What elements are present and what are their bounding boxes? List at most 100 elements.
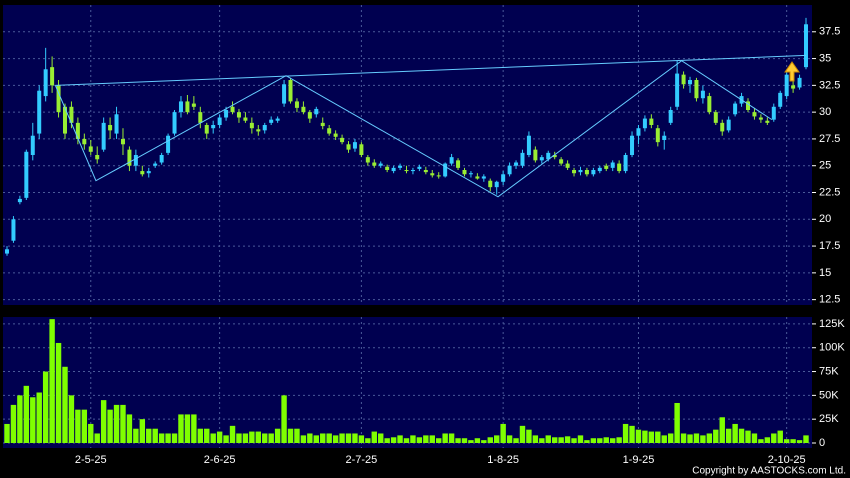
volume-bar [461, 438, 468, 443]
candle-body [430, 173, 435, 176]
candle-body [327, 128, 332, 134]
candle-body [30, 135, 35, 155]
candle-body [146, 171, 151, 174]
candle-body [314, 108, 319, 115]
candle-body [456, 160, 461, 168]
candle-body [726, 119, 731, 131]
volume-bar [339, 433, 345, 443]
volume-bar [745, 430, 751, 443]
candle-body [784, 74, 789, 97]
volume-bar [146, 428, 152, 443]
volume-bar [320, 433, 326, 443]
volume-bar [242, 433, 249, 443]
volume-bar [378, 433, 384, 443]
volume-bar [571, 438, 577, 443]
volume-bar [42, 371, 49, 443]
candle-body [56, 85, 61, 113]
candle-body [166, 135, 171, 153]
candle-body [172, 112, 177, 134]
candle-body [630, 135, 635, 155]
volume-bar [655, 431, 661, 443]
candle-body [688, 80, 693, 85]
candle-body [623, 155, 628, 172]
y-tick-label: 15 [819, 267, 831, 279]
candle-body [765, 120, 770, 123]
volume-bar [751, 433, 758, 443]
volume-bar [642, 430, 648, 443]
volume-bar [152, 428, 158, 443]
volume-bar [371, 431, 377, 443]
volume-bar [300, 435, 307, 443]
candle-body [559, 159, 564, 164]
candle-body [610, 162, 615, 168]
volume-bar [126, 414, 133, 443]
volume-bar [139, 419, 146, 443]
candle-body [198, 112, 203, 123]
volume-bar [229, 425, 236, 443]
candle-body [649, 118, 654, 125]
volume-bar [597, 438, 603, 443]
volume-bar [68, 395, 75, 443]
candle-body [288, 80, 293, 102]
candle-body [520, 152, 525, 166]
volume-bar [609, 438, 616, 443]
candle-body [758, 117, 763, 120]
candle-body [668, 110, 673, 123]
volume-bar [268, 433, 274, 443]
volume-bar [494, 435, 500, 443]
candle-body [617, 163, 622, 172]
candle-body [572, 170, 577, 174]
y-tick-label: 27.5 [819, 133, 840, 145]
volume-bar [23, 385, 30, 443]
candle-body [636, 128, 641, 136]
candle-body [494, 181, 499, 188]
volume-bar [674, 402, 680, 443]
y-tick-label: 100K [819, 342, 845, 354]
candle-body [50, 67, 55, 86]
volume-bar [474, 438, 481, 443]
volume-bar [113, 404, 120, 443]
y-tick-label: 22.5 [819, 186, 840, 198]
candle-body [533, 149, 538, 161]
y-tick-label: 37.5 [819, 26, 840, 38]
volume-bar [416, 437, 423, 443]
trendline [54, 60, 773, 198]
volume-bar [197, 428, 204, 443]
volume-bar [165, 433, 171, 443]
candle-body [307, 112, 312, 119]
candle-body [385, 166, 390, 170]
y-tick-label: 32.5 [819, 79, 840, 91]
volume-bar [403, 438, 410, 443]
candle-body [236, 112, 241, 118]
candle-body [501, 174, 506, 182]
volume-bar [120, 404, 126, 443]
candle-body [17, 198, 22, 203]
candle-body [681, 74, 686, 85]
candle-body [108, 125, 113, 131]
candle-body [140, 171, 145, 175]
candle-body [778, 92, 783, 107]
volume-bar [158, 433, 165, 443]
volume-bar [506, 435, 513, 443]
candle-body [404, 170, 409, 172]
candle-body [675, 73, 680, 107]
candle-body [752, 112, 757, 117]
x-tick-label: 2-6-25 [204, 454, 236, 466]
candle-body [24, 151, 29, 198]
volume-bar [693, 433, 700, 443]
candle-body [204, 125, 209, 134]
candle-body [262, 125, 267, 131]
candle-body [514, 162, 519, 166]
volume-bar [616, 437, 622, 443]
volume-bar [732, 423, 738, 443]
y-tick-label: 35 [819, 52, 831, 64]
candle-body [191, 103, 196, 107]
volume-bar [274, 428, 281, 443]
volume-bar [294, 428, 300, 443]
volume-bar [622, 423, 629, 443]
volume-bar [590, 438, 597, 443]
candle-body [62, 106, 67, 134]
volume-bar [358, 435, 365, 443]
